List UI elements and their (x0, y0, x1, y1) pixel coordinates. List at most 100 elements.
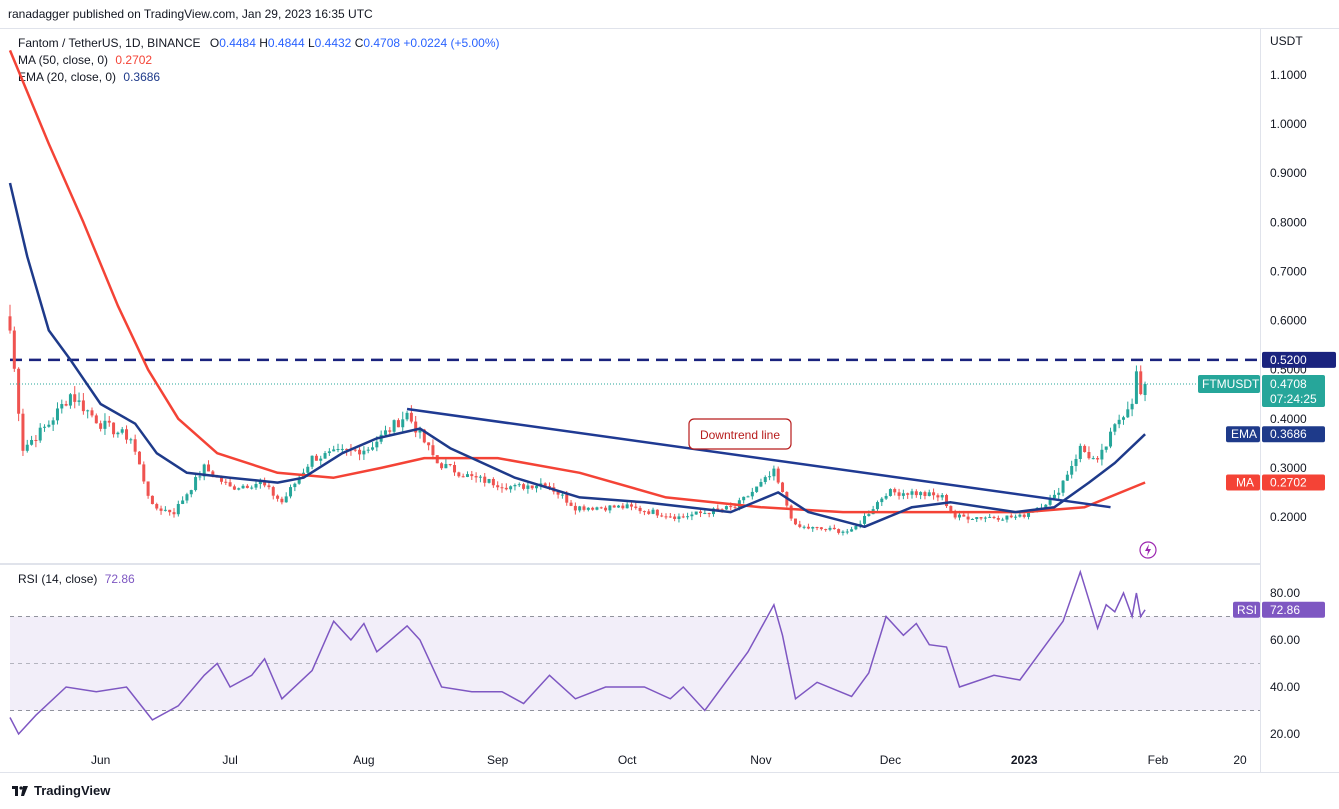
candle-body (30, 439, 34, 445)
candle-body (297, 477, 301, 484)
candle-body (763, 477, 767, 483)
ema-name-tag-text: EMA (1231, 427, 1257, 441)
ema-legend-label: EMA (20, close, 0) (18, 70, 117, 84)
candle-body (1001, 519, 1005, 521)
candle-body (116, 432, 120, 435)
candle-body (1139, 371, 1143, 395)
candle-body (530, 485, 534, 489)
candle-body (383, 430, 387, 435)
ohlc-open-label: O (209, 36, 220, 50)
candle-body (755, 486, 759, 492)
time-tick-label: Feb (1148, 753, 1169, 767)
price-tick-label: 0.4000 (1270, 412, 1307, 426)
candle-body (375, 441, 379, 448)
candle-body (1109, 431, 1113, 447)
candle-body (642, 511, 646, 513)
candle-body (1048, 498, 1052, 505)
candle-body (284, 496, 288, 503)
symbol-legend[interactable]: Fantom / TetherUS, 1D, BINANCE O0.4484 H… (18, 36, 500, 50)
candle-body (975, 517, 979, 519)
candle-body (1044, 504, 1048, 508)
ema-legend[interactable]: EMA (20, close, 0) 0.3686 (18, 70, 160, 84)
candle-body (207, 464, 211, 472)
candle-body (366, 449, 370, 451)
candle-body (1065, 474, 1069, 481)
candle-body (1052, 494, 1056, 499)
candle-body (465, 474, 469, 477)
downtrend-line[interactable] (406, 407, 1111, 509)
resistance-price-tag-text: 0.5200 (1270, 353, 1307, 367)
candle-body (664, 516, 668, 518)
tradingview-logo-icon (12, 785, 28, 796)
candle-body (1057, 492, 1061, 495)
candle-body (681, 516, 685, 518)
candle-body (811, 527, 815, 529)
ma-value-tag-text: 0.2702 (1270, 476, 1307, 490)
candle-body (125, 429, 129, 440)
pane-separator (0, 563, 1260, 565)
candle-body (992, 516, 996, 518)
candle-body (526, 485, 530, 489)
candle-body (496, 485, 500, 488)
candle-body (159, 508, 163, 511)
ema20-line[interactable] (8, 182, 1146, 529)
candle-body (478, 476, 482, 478)
candle-body (1022, 514, 1026, 517)
ohlc-low-label: L (307, 36, 315, 50)
ohlc-change: +0.0224 (+5.00%) (403, 36, 500, 50)
candle-body (789, 505, 793, 519)
candle-body (901, 493, 905, 496)
candle-body (94, 415, 98, 424)
candle-body (1096, 458, 1100, 460)
candle-body (422, 429, 426, 443)
candle-body (142, 464, 146, 482)
candle-body (949, 506, 953, 512)
candle-body (401, 419, 405, 428)
candle-body (414, 421, 418, 433)
candle-body (781, 482, 785, 493)
price-axis-unit: USDT (1270, 34, 1303, 48)
last-price-tag (1262, 375, 1325, 408)
candle-body (906, 493, 910, 495)
ma50-line[interactable] (8, 49, 1146, 514)
candle-body (699, 511, 703, 514)
candle-body (73, 394, 77, 402)
ema-value-tag-text: 0.3686 (1270, 427, 1307, 441)
candle-body (828, 527, 832, 530)
candle-body (332, 449, 336, 452)
candle-body (120, 429, 124, 433)
ohlc-low: 0.4432 (314, 36, 352, 50)
candle-body (163, 509, 167, 511)
candle-body (189, 490, 193, 495)
ma-legend-value: 0.2702 (115, 53, 153, 67)
candle-body (228, 482, 232, 487)
tradingview-brand[interactable]: TradingView (12, 783, 110, 798)
candle-body (64, 404, 68, 406)
time-tick-label: Oct (618, 753, 637, 767)
rsi-tick-label: 60.00 (1270, 633, 1300, 647)
candle-body (612, 505, 616, 508)
candle-body (970, 518, 974, 520)
candle-body (17, 368, 21, 414)
time-tick-label: Jun (91, 753, 110, 767)
candle-body (176, 503, 180, 515)
candle-body (867, 514, 871, 516)
candle-body (457, 472, 461, 477)
ma-legend[interactable]: MA (50, close, 0) 0.2702 (18, 53, 152, 67)
candle-body (923, 492, 927, 496)
rsi-legend[interactable]: RSI (14, close) 72.86 (18, 572, 135, 586)
resistance-price-tag (1262, 351, 1336, 368)
tradingview-brand-text: TradingView (34, 783, 111, 798)
downtrend-annotation-box[interactable] (688, 418, 792, 450)
candle-body (314, 455, 318, 461)
candle-body (1130, 403, 1134, 410)
rsi-line[interactable] (9, 569, 1146, 736)
candle-body (155, 504, 159, 509)
ma-legend-label: MA (50, close, 0) (18, 53, 109, 67)
candle-body (358, 449, 362, 455)
candle-body (271, 487, 275, 496)
candle-body (884, 495, 888, 499)
candle-body (1117, 419, 1121, 425)
price-tick-label: 1.0000 (1270, 117, 1307, 131)
